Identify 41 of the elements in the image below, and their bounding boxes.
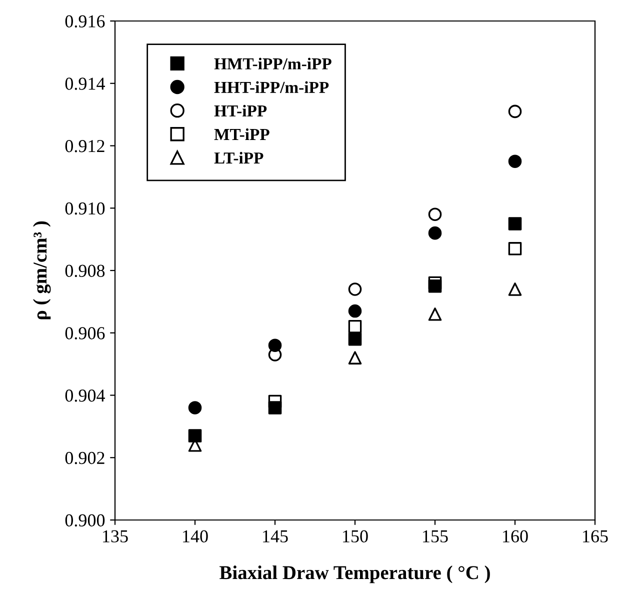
x-tick-label: 155	[423, 530, 448, 542]
point	[348, 304, 362, 318]
y-tick-label: 0.906	[65, 327, 105, 340]
point	[508, 154, 522, 168]
y-tick-label: 0.900	[65, 514, 105, 527]
x-tick-label: 165	[583, 530, 608, 542]
y-tick-label: 0.910	[65, 202, 105, 215]
point	[268, 338, 282, 352]
y-tick-label: 0.902	[65, 452, 104, 464]
x-axis-title: Biaxial Draw Temperature ( °C )	[220, 566, 490, 584]
x-tick-label: 150	[343, 530, 368, 542]
point	[268, 401, 282, 414]
y-tick-label: 0.916	[65, 15, 105, 28]
legend-label: LT-iPP	[214, 152, 264, 164]
x-tick-label: 135	[103, 530, 128, 542]
point	[348, 351, 362, 364]
y-axis-title: ρ ( gm/cm³ )	[32, 221, 51, 320]
point	[428, 208, 442, 222]
point	[188, 401, 202, 414]
x-tick-label: 145	[263, 530, 288, 542]
point	[348, 282, 362, 296]
point	[428, 279, 442, 293]
point	[508, 282, 522, 296]
point	[508, 242, 522, 256]
y-tick-label: 0.912	[65, 140, 104, 152]
legend-label: HMT-iPP/m-iPP	[214, 58, 332, 70]
legend-label: HHT-iPP/m-iPP	[214, 81, 329, 94]
point	[428, 226, 442, 240]
x-tick-label: 140	[183, 530, 208, 542]
x-tick-label: 160	[503, 530, 528, 542]
point	[348, 320, 362, 334]
legend-label: HT-iPP	[214, 104, 267, 116]
point	[508, 104, 522, 118]
point	[188, 429, 202, 442]
legend-label: MT-iPP	[214, 128, 270, 140]
y-tick-label: 0.904	[65, 390, 105, 402]
point	[508, 217, 522, 230]
y-tick-label: 0.914	[65, 78, 105, 90]
point	[428, 308, 442, 321]
y-tick-label: 0.908	[65, 264, 105, 278]
point	[348, 332, 362, 346]
